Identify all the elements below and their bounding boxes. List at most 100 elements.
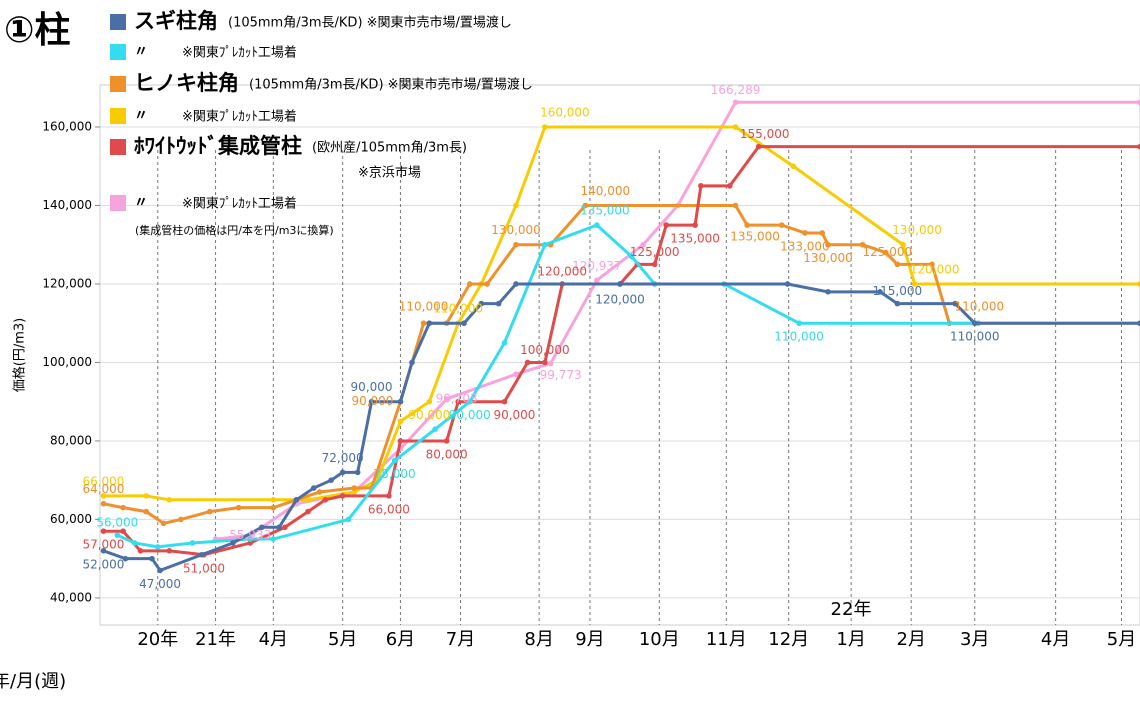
data-point xyxy=(1137,143,1140,150)
value-label: 115,000 xyxy=(873,284,923,298)
data-point xyxy=(542,359,548,366)
value-label: 140,000 xyxy=(581,184,631,198)
data-point xyxy=(122,555,129,562)
data-point xyxy=(143,493,150,499)
data-point xyxy=(640,241,646,248)
value-label: 80,000 xyxy=(426,447,468,461)
data-point xyxy=(882,249,889,256)
data-point xyxy=(345,516,352,523)
data-point xyxy=(443,396,450,402)
footnote: (集成管柱の価格は円/本を円/m3に換算) xyxy=(135,223,334,237)
data-point xyxy=(316,489,323,495)
y-tick-label: 40,000 xyxy=(50,590,92,604)
value-label: 90,000 xyxy=(351,394,393,408)
value-label: 90,000 xyxy=(493,408,535,422)
data-point xyxy=(594,222,600,228)
value-label: 72,000 xyxy=(322,451,364,465)
data-point xyxy=(501,398,508,405)
value-label: 166,289 xyxy=(711,83,761,97)
data-point xyxy=(790,163,797,170)
legend-note: (欧州産/105mm角/3m長) xyxy=(312,140,467,156)
data-point xyxy=(339,469,346,476)
data-point xyxy=(952,300,958,307)
value-label: 66,000 xyxy=(368,502,410,516)
data-point xyxy=(513,241,519,248)
value-label: 90,000 xyxy=(408,408,450,422)
data-point xyxy=(154,544,161,550)
data-point xyxy=(247,540,254,546)
value-label: 110,000 xyxy=(774,330,824,344)
legend-note: ※関東ﾌﾟﾚｶｯﾄ工場着 xyxy=(182,196,297,212)
x-tick-label: 10月 xyxy=(639,629,680,650)
data-point xyxy=(732,99,739,106)
value-label: 110,000 xyxy=(433,302,483,316)
data-point xyxy=(114,532,121,538)
value-label: 75,000 xyxy=(374,467,416,481)
y-tick-label: 100,000 xyxy=(42,355,92,369)
data-point xyxy=(755,143,762,150)
value-label: 99,773 xyxy=(540,368,582,382)
data-point xyxy=(692,222,698,228)
value-label: 64,000 xyxy=(82,482,124,496)
data-point xyxy=(1137,281,1140,287)
y-axis-label: 価格(円/m3) xyxy=(12,318,28,392)
value-label: 120,937 xyxy=(572,259,622,273)
x-tick-label: 21年 xyxy=(195,629,236,650)
y-tick-label: 120,000 xyxy=(42,276,92,290)
data-point xyxy=(894,261,901,268)
data-point xyxy=(819,230,826,236)
data-point xyxy=(230,540,236,546)
data-point xyxy=(328,477,334,483)
x-axis-label: 年/月(週) xyxy=(0,671,66,692)
value-label: 130,000 xyxy=(491,223,541,237)
x-tick-label: 4月 xyxy=(1041,629,1070,650)
y-tick-label: 160,000 xyxy=(42,119,92,133)
data-point xyxy=(149,555,155,562)
value-label: 66,000 xyxy=(82,474,124,488)
data-point xyxy=(651,261,658,268)
value-label: 125,000 xyxy=(630,245,680,259)
legend-swatch xyxy=(110,108,126,124)
data-point xyxy=(547,360,554,367)
legend-note: (105mm角/3m長/KD) ※関東市売市場/置場渡し xyxy=(228,15,512,31)
data-point xyxy=(513,202,519,209)
data-point xyxy=(663,222,670,228)
legend-note: ※関東ﾌﾟﾚｶｯﾄ工場着 xyxy=(182,109,297,125)
data-point xyxy=(542,241,548,248)
x-tick-label: 8月 xyxy=(524,629,553,650)
data-point xyxy=(310,485,317,491)
data-point xyxy=(131,540,138,546)
data-point xyxy=(235,504,242,511)
data-point xyxy=(900,241,906,248)
legend-name: ヒノキ柱角 xyxy=(134,71,239,95)
data-point xyxy=(198,551,205,558)
data-point xyxy=(276,524,282,531)
x-tick-label: 9月 xyxy=(575,629,604,650)
value-label: 125,000 xyxy=(863,245,913,259)
data-point xyxy=(802,230,808,236)
x-tick-label: 5月 xyxy=(1107,629,1136,650)
data-point xyxy=(478,300,485,307)
data-point xyxy=(784,281,791,287)
value-label: 130,000 xyxy=(892,223,942,237)
series-line xyxy=(103,203,1140,525)
data-point xyxy=(189,540,196,546)
legend-swatch xyxy=(110,195,126,211)
data-point xyxy=(495,300,502,307)
data-point xyxy=(796,320,802,327)
data-point xyxy=(513,281,519,287)
legend-name: スギ柱角 xyxy=(134,9,218,33)
data-point xyxy=(270,504,277,511)
x-tick-label: 4月 xyxy=(259,629,288,650)
data-point xyxy=(432,426,438,432)
data-point xyxy=(877,289,883,295)
data-point xyxy=(100,528,107,535)
data-point xyxy=(322,497,329,503)
data-point xyxy=(825,289,831,295)
data-point xyxy=(247,536,254,542)
x-tick-label: 12月 xyxy=(768,629,809,650)
x-tick-label: 1月 xyxy=(836,629,865,650)
chart-title: ①柱 xyxy=(4,10,70,51)
value-label: 55,933 xyxy=(229,528,271,542)
